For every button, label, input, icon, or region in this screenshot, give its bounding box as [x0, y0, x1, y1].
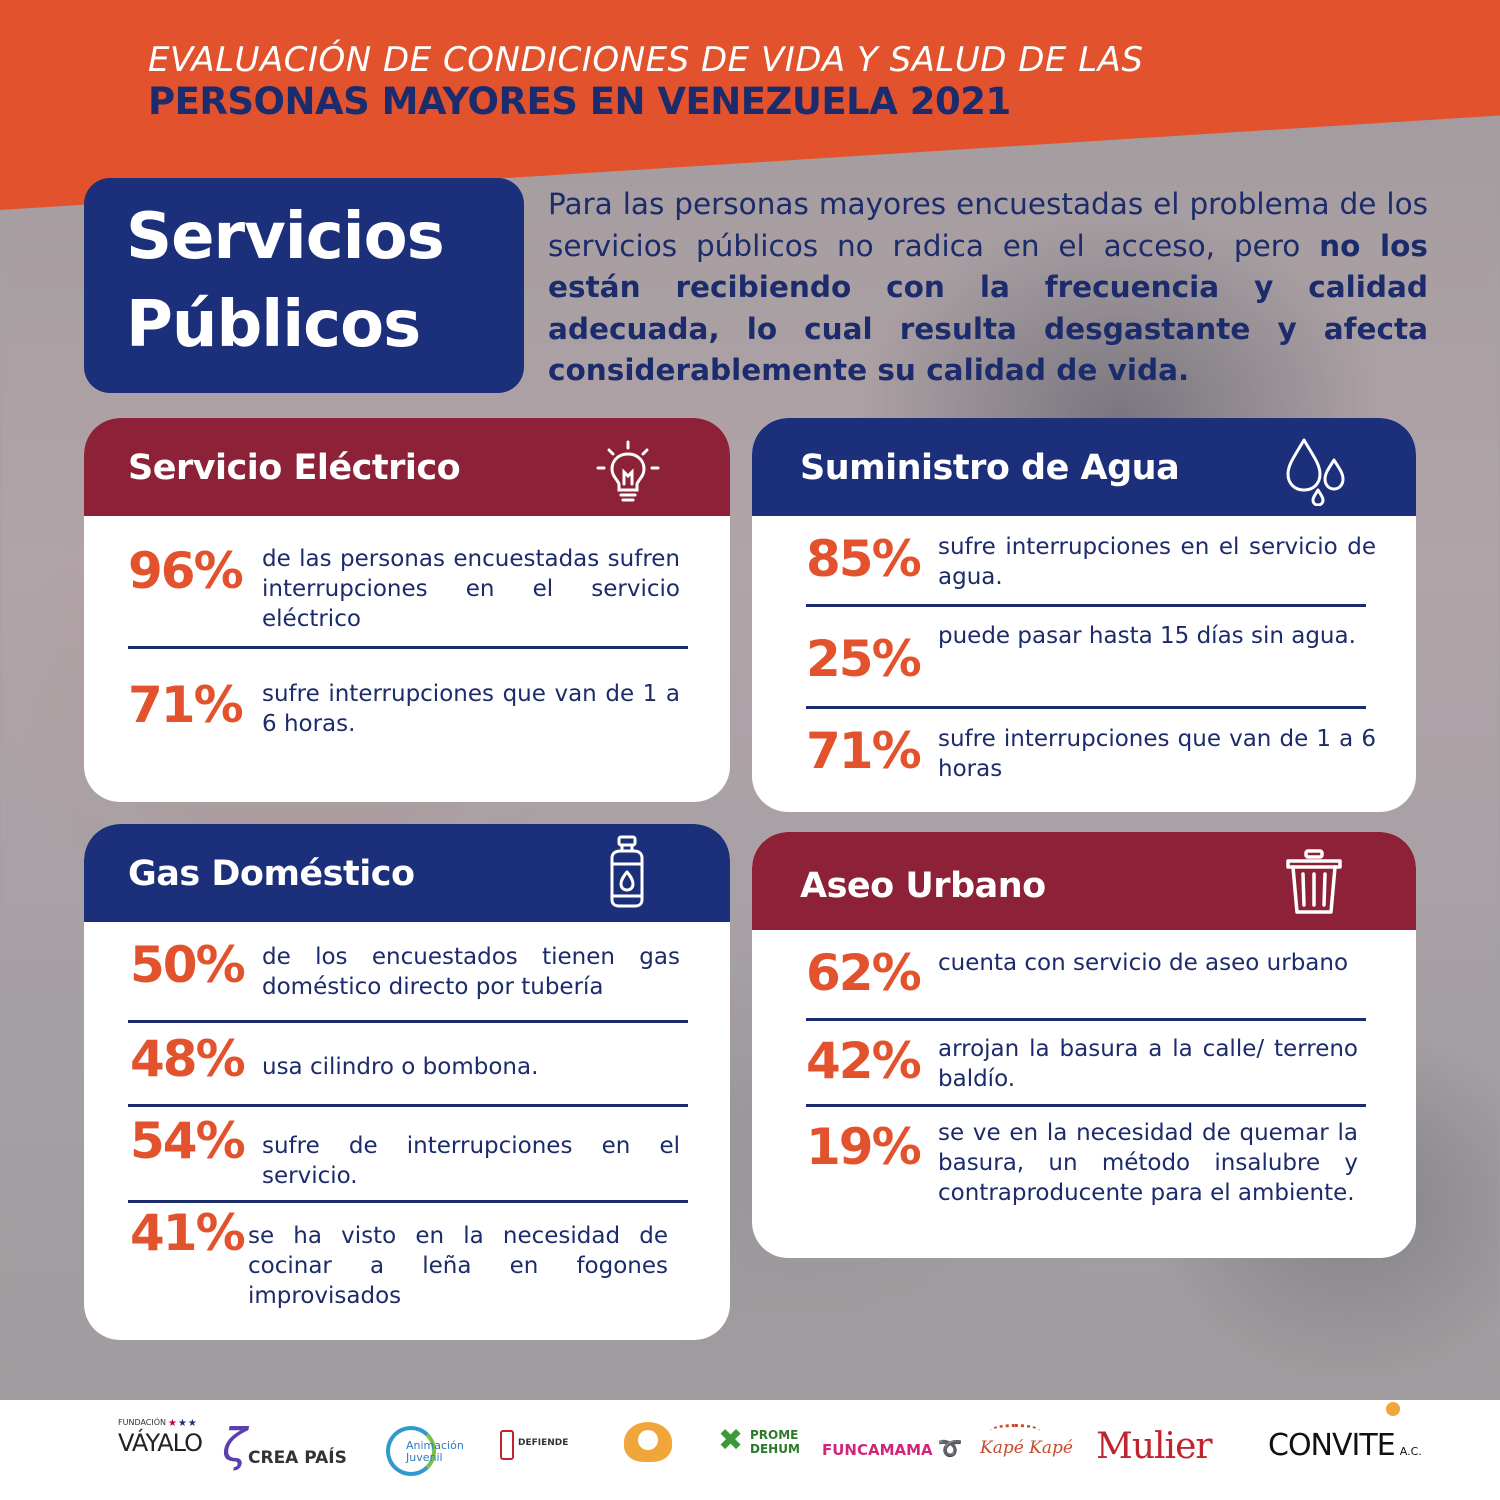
stat-divider — [128, 1104, 688, 1107]
stat-percent: 62% — [806, 944, 922, 1002]
stat-divider — [128, 1200, 688, 1203]
card-electric-title: Servicio Eléctrico — [128, 448, 461, 488]
stat-percent: 41% — [130, 1204, 246, 1262]
intro-bold: no los están recibiendo con la frecuenci… — [548, 228, 1428, 388]
logo-promedehum-name: PROME DEHUM — [750, 1428, 800, 1456]
card-water-header — [752, 418, 1416, 516]
stat-text: sufre de interrupciones en el servicio. — [262, 1133, 680, 1189]
trash-can-icon — [1286, 849, 1342, 914]
stat-text: puede pasar hasta 15 días sin agua. — [938, 623, 1356, 649]
logo-promedehum-mark: ✖ — [718, 1423, 744, 1458]
lightbulb-icon — [596, 440, 660, 502]
title-line-1: Servicios — [126, 200, 445, 274]
stat-text: de los encuestados tienen gas doméstico … — [262, 944, 680, 1000]
logo-mulier-name: Mulier — [1096, 1426, 1213, 1467]
stat-percent: 54% — [130, 1112, 246, 1170]
stat-text: sufre interrupciones que van de 1 a 6 ho… — [938, 726, 1376, 782]
logo-funcamama: FUNCAMAMA ➰ — [822, 1436, 963, 1460]
stat-percent: 42% — [806, 1032, 922, 1090]
stat-text: usa cilindro o bombona. — [262, 1054, 539, 1080]
stat-divider — [806, 1104, 1366, 1107]
stat-divider — [806, 706, 1366, 709]
logo-convite-mark — [1386, 1402, 1400, 1416]
stat-percent: 50% — [130, 936, 246, 994]
stat-text: se ve en la necesidad de quemar la basur… — [938, 1120, 1358, 1206]
stat-divider — [806, 1018, 1366, 1021]
stat-percent: 48% — [130, 1030, 246, 1088]
logo-vayalo-name: VÁYALO — [118, 1429, 203, 1457]
logo-crea-pais-name: CREA PAÍS — [248, 1448, 347, 1468]
ribbon-icon: ➰ — [937, 1436, 963, 1460]
stat-percent: 96% — [128, 542, 244, 600]
stat-text: se ha visto en la necesidad de cocinar a… — [248, 1223, 668, 1309]
card-gas: Gas Doméstico 50% de los encuestados tie… — [84, 824, 730, 1340]
stat-divider — [806, 604, 1366, 607]
card-gas-title: Gas Doméstico — [128, 854, 415, 894]
logo-kape-arc — [990, 1424, 1040, 1438]
intro-text: Para las personas mayores encuestadas el… — [548, 184, 1428, 392]
header-line-1: EVALUACIÓN DE CONDICIONES DE VIDA Y SALU… — [148, 40, 1144, 80]
logo-convite-name: CONVITE — [1268, 1428, 1396, 1463]
logo-defiende-name: DEFIENDE — [518, 1438, 569, 1448]
logo-animacion-juvenil: Animación Juvenil — [386, 1424, 472, 1478]
logo-animacion-mark — [386, 1426, 436, 1476]
title-box: Servicios Públicos — [84, 178, 524, 393]
stat-percent: 71% — [806, 722, 922, 780]
stat-percent: 19% — [806, 1118, 922, 1176]
card-cleaning: Aseo Urbano 62% cuenta con servicio de a… — [752, 832, 1416, 1258]
stat-text: cuenta con servicio de aseo urbano — [938, 950, 1349, 976]
stat-percent: 71% — [128, 676, 244, 734]
water-drops-icon — [1286, 438, 1345, 506]
stat-percent: 85% — [806, 530, 922, 588]
stat-percent: 25% — [806, 630, 922, 688]
header-line-2: PERSONAS MAYORES EN VENEZUELA 2021 — [148, 80, 1011, 123]
logo-convite-sub: A.C. — [1399, 1445, 1422, 1458]
logo-vayalo-stars: ★★★ — [168, 1418, 198, 1429]
logo-defiende-mark — [500, 1430, 514, 1460]
logo-convite: CONVITE A.C. — [1268, 1402, 1422, 1463]
card-cleaning-title: Aseo Urbano — [800, 866, 1046, 906]
stat-text: sufre interrupciones en el servicio de a… — [938, 534, 1376, 590]
stat-text: sufre interrupciones que van de 1 a 6 ho… — [262, 681, 680, 737]
logo-kape-name: Kapé Kapé — [980, 1438, 1073, 1458]
intro-regular: Para las personas mayores encuestadas el… — [548, 187, 1428, 263]
stat-text: arrojan la basura a la calle/ terreno ba… — [938, 1036, 1358, 1092]
card-electric: Servicio Eléctrico 96% de las personas e… — [84, 418, 730, 802]
logo-vayalo: FUNDACIÓN ★★★ VÁYALO — [118, 1418, 203, 1457]
logo-orange-center — [638, 1430, 658, 1450]
logo-crea-pais-mark: ζ — [222, 1418, 248, 1472]
logo-animacion-name: Animación Juvenil — [406, 1439, 464, 1464]
logo-funcamama-name: FUNCAMAMA — [822, 1441, 933, 1459]
card-water-title: Suministro de Agua — [800, 448, 1180, 488]
card-water: Suministro de Agua 85% sufre interrupcio… — [752, 418, 1416, 812]
logo-mulier: Mulier — [1096, 1426, 1213, 1467]
stat-divider — [128, 646, 688, 649]
title-line-2: Públicos — [126, 288, 421, 362]
stat-divider — [128, 1020, 688, 1023]
logo-vayalo-sub: FUNDACIÓN — [118, 1418, 167, 1427]
stat-text: de las personas encuestadas sufren inter… — [262, 546, 680, 632]
gas-cylinder-icon — [610, 835, 644, 908]
footer-logos: FUNDACIÓN ★★★ VÁYALO ζ CREA PAÍS Animaci… — [0, 1400, 1500, 1500]
